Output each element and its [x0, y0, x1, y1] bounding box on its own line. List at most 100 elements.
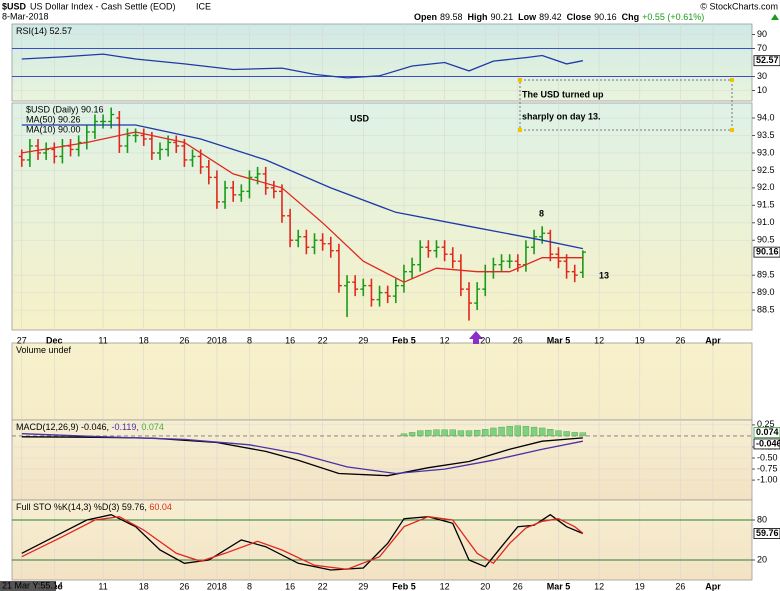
credit: © StockCharts.com	[700, 1, 778, 11]
y-tick-label: 20	[757, 554, 767, 564]
last-value-box	[753, 528, 780, 539]
y-tick-label: 93.0	[757, 147, 775, 157]
legend-entry: -0.119,	[109, 422, 139, 432]
x-tick-label: 20	[480, 581, 490, 591]
panel	[11, 499, 753, 581]
y-tick-label: -1.00	[757, 474, 778, 484]
histogram-bar	[473, 429, 481, 437]
x-tick-label: Feb 5	[392, 581, 416, 591]
histogram-bar	[408, 432, 416, 437]
stat-label: Chg	[622, 12, 640, 22]
y-tick-label: 0.25	[757, 419, 775, 429]
x-tick-label: Mar 5	[547, 335, 571, 345]
x-tick-label: Apr	[705, 335, 721, 345]
last-value-label: 52.57	[756, 55, 779, 65]
histogram-bar	[547, 429, 554, 437]
panel-legend: MACD(12,26,9) -0.046, -0.119, 0.074	[16, 422, 164, 432]
y-tick-label: -0.50	[757, 452, 778, 462]
last-value-label: 0.074	[756, 427, 779, 437]
symbol: $USD	[2, 1, 27, 11]
stat-label: Low	[518, 12, 537, 22]
y-tick-label: 91.0	[757, 217, 775, 227]
x-tick-label: 11	[98, 581, 107, 591]
legend-entry: RSI(14) 52.57	[16, 26, 72, 36]
x-tick-label: 26	[179, 335, 189, 345]
up-arrow	[469, 331, 483, 344]
y-tick-label: 30	[757, 71, 767, 81]
instrument-name: US Dollar Index - Cash Settle (EOD)	[30, 1, 176, 11]
y-tick-label: 70	[757, 43, 767, 53]
x-tick-label: Apr	[705, 581, 721, 591]
histogram-bar	[563, 431, 570, 437]
x-tick-label: 26	[179, 581, 189, 591]
last-value-box	[753, 427, 780, 439]
stat-label: Open	[414, 12, 437, 22]
x-tick-label: 26	[675, 335, 685, 345]
panel-legend: RSI(14) 52.57	[16, 26, 72, 36]
stat-label: High	[468, 12, 488, 22]
histogram-bar	[538, 427, 546, 437]
x-tick-label: 29	[358, 335, 368, 345]
box-handle	[730, 128, 734, 132]
box-handle	[518, 78, 522, 82]
x-axis-band	[0, 333, 780, 343]
y-tick-label: 92.0	[757, 182, 775, 192]
y-tick-label: 90	[757, 29, 767, 39]
x-tick-label: Dec	[46, 335, 63, 345]
last-value-box	[753, 55, 780, 67]
x-tick-label: 22	[318, 581, 328, 591]
histogram-bar	[514, 425, 522, 437]
legend-entry: MACD(12,26,9) -0.046,	[16, 422, 109, 432]
histogram-bar	[465, 430, 473, 437]
histogram-bar	[457, 430, 465, 437]
panel-legend: Full STO %K(14,3) %D(3) 59.76, 60.04	[16, 502, 172, 512]
legend-entry: $USD (Daily) 90.16	[26, 104, 104, 114]
histogram-bar	[449, 429, 456, 437]
last-value-label: 59.76	[756, 528, 779, 538]
last-value-box	[753, 246, 780, 258]
histogram-bar	[482, 429, 489, 437]
last-value-label: 90.16	[756, 246, 779, 256]
histogram-bar	[571, 432, 578, 437]
legend-entry: 0.074	[139, 422, 164, 432]
change-triangle	[771, 14, 779, 20]
x-tick-label: Feb 5	[392, 335, 416, 345]
x-tick-label: Mar 5	[547, 581, 571, 591]
last-value-label: -0.046	[756, 438, 780, 448]
line-series	[21, 513, 584, 571]
histogram-bar	[555, 430, 562, 437]
histogram-bar	[441, 429, 448, 437]
y-tick-label: 10	[757, 85, 767, 95]
histogram-bar	[425, 429, 432, 437]
histogram-bar	[498, 426, 505, 437]
line-series	[21, 124, 584, 250]
histogram-bar	[530, 426, 538, 437]
y-tick-label: 94.0	[757, 112, 775, 122]
x-tick-label: 20	[480, 335, 490, 345]
annotation-note: The USD turned up	[522, 89, 604, 99]
panel	[11, 23, 753, 102]
panel	[11, 419, 753, 501]
x-tick-label: 27	[17, 335, 27, 345]
histogram-bar	[490, 427, 497, 437]
legend-entry: 60.04	[147, 502, 172, 512]
annotation-title: USD	[350, 113, 370, 123]
stat-value: 89.42	[539, 12, 562, 22]
panel-legend: Volume undef	[16, 345, 72, 355]
stat-label: Close	[567, 12, 592, 22]
x-tick-label: 8	[247, 581, 252, 591]
y-tick-label: 90.5	[757, 235, 775, 245]
x-axis-band	[0, 581, 780, 591]
x-tick-label: 18	[139, 581, 149, 591]
x-tick-label: 26	[513, 581, 523, 591]
legend-entry: MA(50) 90.26	[26, 114, 81, 124]
annotation-box	[519, 79, 733, 131]
stat-value: 90.21	[491, 12, 514, 22]
x-tick-label: 12	[594, 335, 604, 345]
price-stats: Open 89.58 High 90.21 Low 89.42 Close 90.16 Chg +…	[414, 12, 704, 22]
y-tick-label: 80	[757, 514, 767, 524]
annotation-peak: 8	[539, 208, 544, 218]
x-tick-label: 19	[635, 335, 645, 345]
exchange: ICE	[196, 1, 211, 11]
